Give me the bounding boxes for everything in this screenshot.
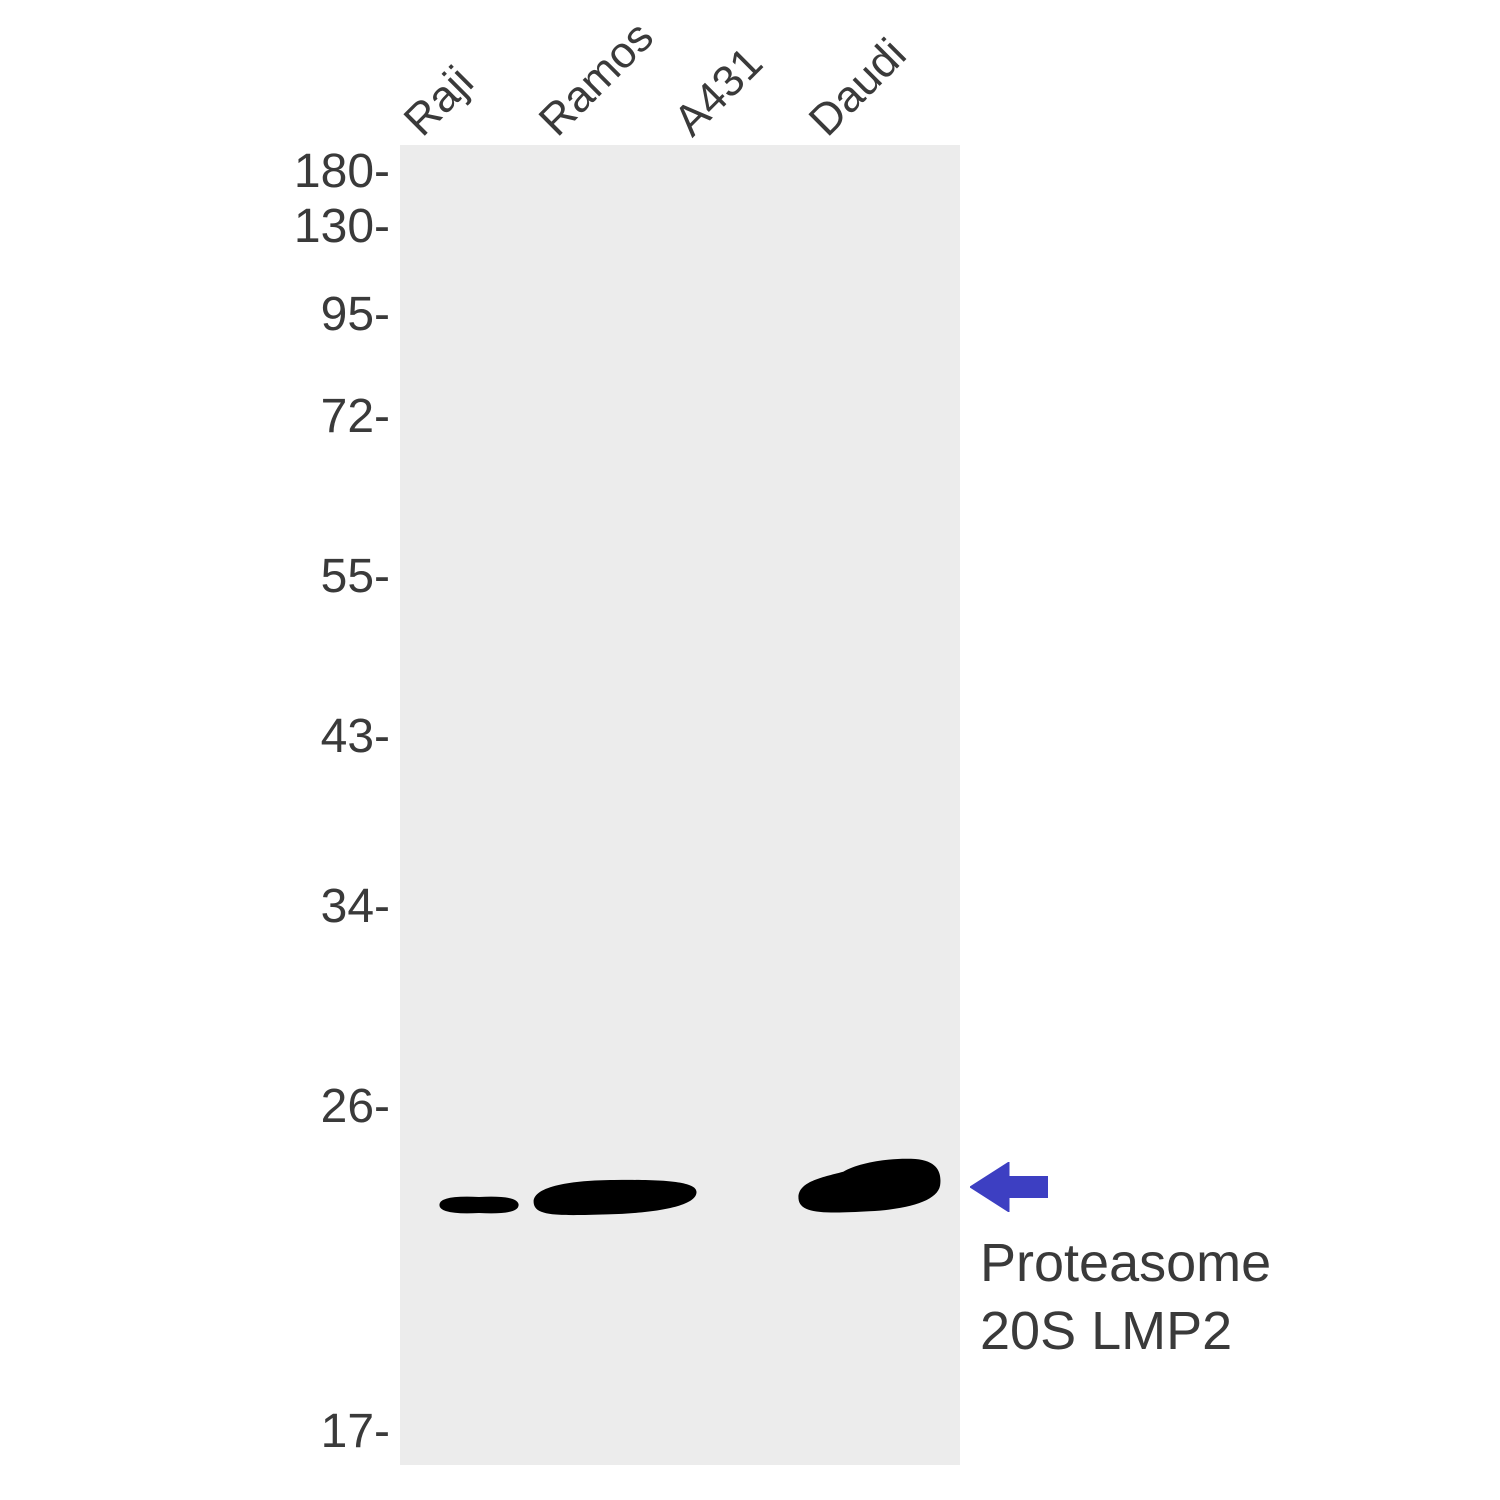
lane-label: Daudi	[800, 29, 917, 146]
lane-label: Raji	[395, 57, 484, 146]
ladder-mark: 72-	[0, 389, 390, 444]
lane-label: Ramos	[530, 12, 664, 146]
western-blot-figure: 180-130- 95- 72- 55- 43- 34- 26- 17- Raji RamosA…	[0, 0, 1500, 1500]
protein-band	[435, 1195, 523, 1215]
band-annotation: Proteasome 20S LMP2	[980, 1230, 1271, 1365]
ladder-mark: 130-	[0, 199, 390, 254]
ladder-mark: 95-	[0, 287, 390, 342]
lane-label: A431	[665, 38, 773, 146]
ladder-mark: 17-	[0, 1404, 390, 1459]
blot-membrane	[400, 145, 960, 1465]
band-indicator-arrow	[970, 1162, 1048, 1212]
ladder-mark: 26-	[0, 1079, 390, 1134]
protein-band	[788, 1153, 946, 1219]
ladder-mark: 55-	[0, 549, 390, 604]
ladder-mark: 34-	[0, 879, 390, 934]
annotation-line1: Proteasome	[980, 1230, 1271, 1298]
ladder-mark: 43-	[0, 709, 390, 764]
ladder-mark: 180-	[0, 144, 390, 199]
annotation-line2: 20S LMP2	[980, 1298, 1271, 1366]
